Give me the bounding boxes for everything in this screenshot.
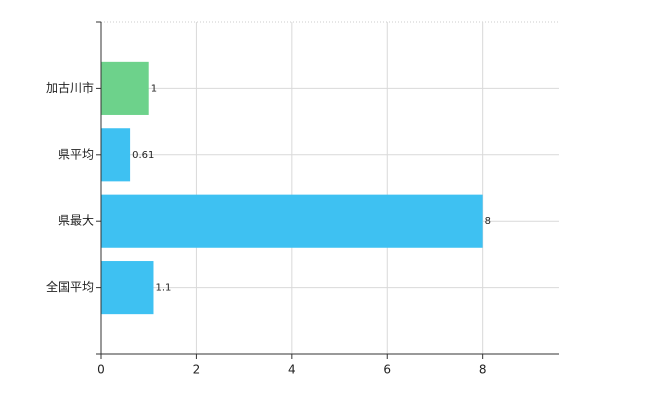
value-label: 1.1 [155, 283, 171, 294]
bar [101, 61, 149, 115]
bar [101, 261, 154, 315]
x-tick-label: 6 [383, 363, 391, 377]
x-tick-label: 2 [193, 363, 201, 377]
value-label: 0.61 [132, 150, 154, 161]
value-label: 8 [485, 216, 491, 227]
value-label: 1 [151, 83, 157, 94]
bar [101, 128, 131, 182]
y-tick-label: 県最大 [58, 214, 94, 228]
y-tick-label: 加古川市 [46, 80, 94, 95]
x-tick-label: 8 [479, 363, 487, 377]
x-tick-label: 4 [288, 363, 296, 377]
y-tick-label: 県平均 [58, 147, 94, 161]
x-tick-label: 0 [97, 363, 105, 377]
bar [101, 194, 483, 248]
y-tick-label: 全国平均 [46, 279, 94, 294]
